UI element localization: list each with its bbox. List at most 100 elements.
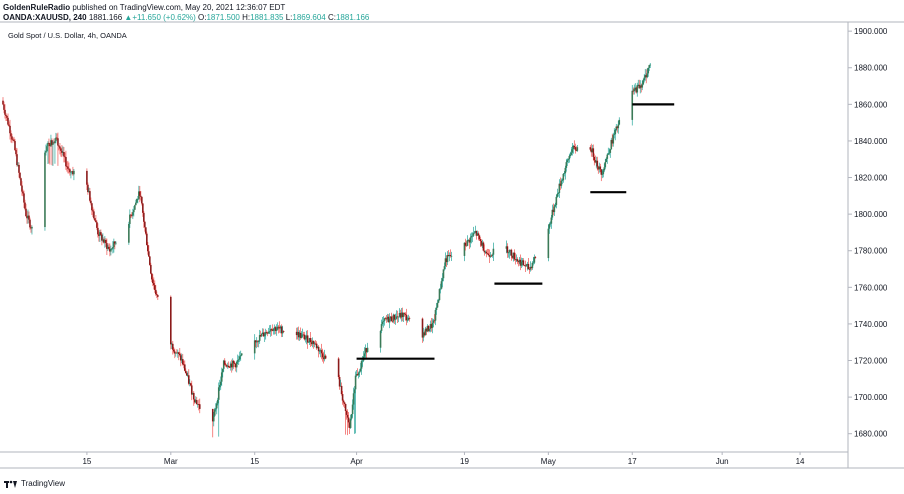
candle-body <box>434 309 437 321</box>
publisher-name: GoldenRuleRadio <box>3 3 71 12</box>
candle-body <box>439 288 442 290</box>
candle-body <box>214 408 217 410</box>
candle-body <box>406 319 409 321</box>
candle-body <box>152 279 154 284</box>
y-tick-label: 1880.000 <box>854 64 888 73</box>
candle-body <box>7 117 9 125</box>
candle-body <box>601 174 604 175</box>
candle-body <box>477 233 480 236</box>
candle-body <box>445 258 448 263</box>
candle-body <box>603 167 606 171</box>
candle-body <box>25 208 27 217</box>
candle-body <box>217 387 220 400</box>
y-tick-label: 1740.000 <box>854 320 888 329</box>
candle-body <box>340 385 343 395</box>
candle-body <box>607 153 610 155</box>
candle-body <box>589 147 592 150</box>
candle-body <box>632 90 635 92</box>
candle-body <box>441 278 444 282</box>
candle-body <box>148 251 150 257</box>
candle-body <box>404 313 407 315</box>
candle-body <box>322 357 325 360</box>
tradingview-brand: TradingView <box>21 478 66 488</box>
candle-body <box>279 326 282 329</box>
candle-body <box>598 166 601 170</box>
candle-body <box>430 324 433 328</box>
candle-body <box>295 331 298 336</box>
candle-body <box>421 318 424 338</box>
candle-body <box>215 403 218 409</box>
candle-body <box>617 124 620 129</box>
candle-body <box>618 119 621 125</box>
candle-body <box>147 245 149 252</box>
candle-body <box>447 255 450 257</box>
candle-body <box>533 257 536 263</box>
candle-body <box>567 159 570 161</box>
close-value: 1881.166 <box>335 13 370 22</box>
candle-body <box>104 240 106 243</box>
candle-body <box>641 84 644 88</box>
close-label: C: <box>327 13 336 22</box>
candle-body <box>519 259 522 266</box>
publisher-line: GoldenRuleRadio published on TradingView… <box>3 3 285 13</box>
candle-body <box>20 178 22 186</box>
candle-body <box>95 220 97 223</box>
candle-body <box>8 124 10 126</box>
candle-body <box>361 360 364 362</box>
candle-body <box>556 193 559 197</box>
candle-body <box>472 233 475 236</box>
candle-body <box>90 200 92 204</box>
candle-body <box>91 203 93 211</box>
candle-body <box>131 215 133 216</box>
candle-body <box>604 162 607 168</box>
x-tick-label: Apr <box>350 457 363 466</box>
candle-body <box>140 195 142 197</box>
candle-body <box>266 332 269 334</box>
candle-body <box>190 385 193 395</box>
candle-body <box>4 109 6 115</box>
candle-body <box>423 332 426 336</box>
candle-body <box>70 171 72 173</box>
candle-body <box>13 139 15 142</box>
candle-body <box>570 152 573 155</box>
candle-body <box>399 312 402 318</box>
candle-body <box>282 331 285 332</box>
candle-body <box>280 326 283 334</box>
candle-body <box>357 372 360 376</box>
candle-body <box>352 393 355 405</box>
candle-body <box>306 335 309 343</box>
candle-body <box>218 385 221 388</box>
candle-body <box>342 400 345 403</box>
candle-body <box>646 73 649 78</box>
candle-body <box>308 338 311 343</box>
candle-body <box>549 223 552 225</box>
candle-body <box>391 320 394 322</box>
candle-body <box>480 241 483 246</box>
candle-body <box>485 251 488 254</box>
candle-body <box>635 87 638 93</box>
candle-body <box>187 375 190 384</box>
candle-body <box>518 259 521 263</box>
candle-body <box>58 145 60 147</box>
x-tick-label: Jun <box>716 457 729 466</box>
candle-body <box>547 228 550 259</box>
tradingview-footer[interactable]: TradingView <box>4 478 65 488</box>
candle-body <box>71 171 73 172</box>
candle-body <box>379 330 382 348</box>
candle-body <box>312 340 315 344</box>
candle-body <box>339 385 342 387</box>
candle-body <box>181 359 184 365</box>
candle-body <box>143 212 145 222</box>
candle-body <box>189 383 192 386</box>
candle-body <box>638 84 641 89</box>
candle-body <box>446 255 449 263</box>
candle-body <box>508 250 511 253</box>
candle-body <box>229 363 232 368</box>
candle-body <box>486 253 489 254</box>
candle-body <box>51 140 53 145</box>
candle-body <box>29 219 31 228</box>
candle-body <box>269 329 272 332</box>
candle-body <box>150 264 152 274</box>
candle-body <box>192 392 195 400</box>
